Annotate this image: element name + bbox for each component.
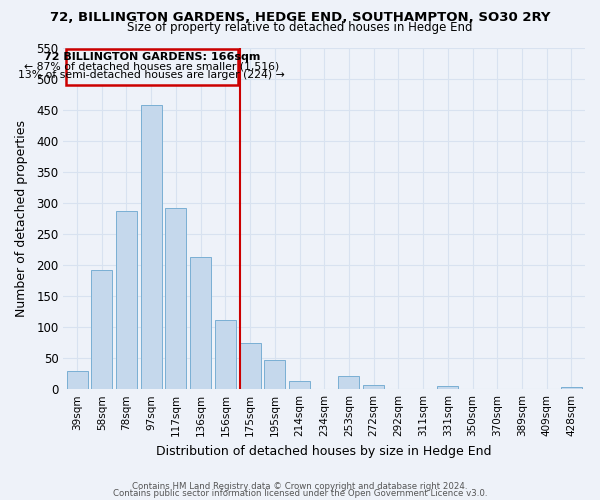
FancyBboxPatch shape <box>66 48 238 85</box>
Text: 72, BILLINGTON GARDENS, HEDGE END, SOUTHAMPTON, SO30 2RY: 72, BILLINGTON GARDENS, HEDGE END, SOUTH… <box>50 11 550 24</box>
Bar <box>561 386 582 389</box>
Bar <box>67 370 88 389</box>
Bar <box>215 320 236 389</box>
Bar <box>140 106 161 389</box>
Bar <box>338 376 359 389</box>
Bar <box>289 381 310 389</box>
Bar <box>166 208 187 389</box>
Text: ← 87% of detached houses are smaller (1,516): ← 87% of detached houses are smaller (1,… <box>24 61 280 71</box>
Y-axis label: Number of detached properties: Number of detached properties <box>15 120 28 317</box>
Bar <box>239 342 260 389</box>
Text: 72 BILLINGTON GARDENS: 166sqm: 72 BILLINGTON GARDENS: 166sqm <box>44 52 260 62</box>
X-axis label: Distribution of detached houses by size in Hedge End: Distribution of detached houses by size … <box>157 444 492 458</box>
Bar <box>116 211 137 389</box>
Text: Contains public sector information licensed under the Open Government Licence v3: Contains public sector information licen… <box>113 488 487 498</box>
Bar <box>363 385 384 389</box>
Text: Contains HM Land Registry data © Crown copyright and database right 2024.: Contains HM Land Registry data © Crown c… <box>132 482 468 491</box>
Bar <box>190 257 211 389</box>
Bar <box>437 386 458 389</box>
Text: 13% of semi-detached houses are larger (224) →: 13% of semi-detached houses are larger (… <box>19 70 285 80</box>
Text: Size of property relative to detached houses in Hedge End: Size of property relative to detached ho… <box>127 21 473 34</box>
Bar <box>264 360 285 389</box>
Bar <box>91 270 112 389</box>
